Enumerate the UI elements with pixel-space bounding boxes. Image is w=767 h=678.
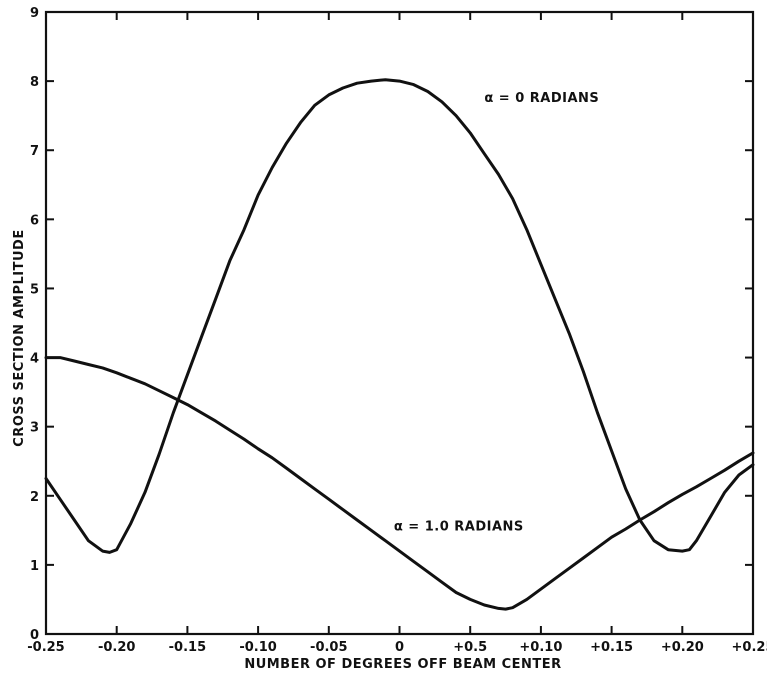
y-tick-label: 3 [30,421,39,436]
x-tick-label: +0.15 [590,640,633,655]
y-axis-title: CROSS SECTION AMPLITUDE [12,229,27,446]
y-tick-label: 8 [30,75,39,90]
x-tick-label: -0.05 [310,640,347,655]
series-layer [44,78,755,611]
x-tick-label: +0.5 [453,640,487,655]
annotation-layer: α = 0 RADIANS α = 1.0 RADIANS [394,91,599,534]
x-tick-label: 0 [395,640,404,655]
y-tick-label: 4 [30,352,39,367]
annotation-1: α = 1.0 RADIANS [394,519,524,534]
y-tick-label: 0 [30,628,39,643]
y-tick-label: 7 [30,144,39,159]
x-tick-label: +0.20 [661,640,704,655]
x-tick-label: +0.10 [519,640,562,655]
y-tick-label: 9 [30,6,39,21]
plot-frame [44,10,755,636]
x-tick-label: -0.20 [98,640,135,655]
y-axis-label: CROSS SECTION AMPLITUDE [12,229,27,446]
series-1-line [44,356,755,611]
x-tick-label: -0.10 [239,640,276,655]
y-tick-label: 6 [30,213,39,228]
x-tick-label: -0.25 [27,640,64,655]
x-tick-label: -0.15 [169,640,206,655]
y-tick-label: 1 [30,559,39,574]
series-0-line [44,78,755,554]
x-axis-label: NUMBER OF DEGREES OFF BEAM CENTER [244,657,561,672]
y-tick-label: 5 [30,282,39,297]
y-tick-label: 2 [30,490,39,505]
x-tick-label: +0.25 [732,640,767,655]
annotation-0: α = 0 RADIANS [484,91,599,106]
tick-layer: -0.25 -0.20 -0.15 -0.10 -0.05 0 +0.5 +0.10 +0.15… [27,6,767,655]
